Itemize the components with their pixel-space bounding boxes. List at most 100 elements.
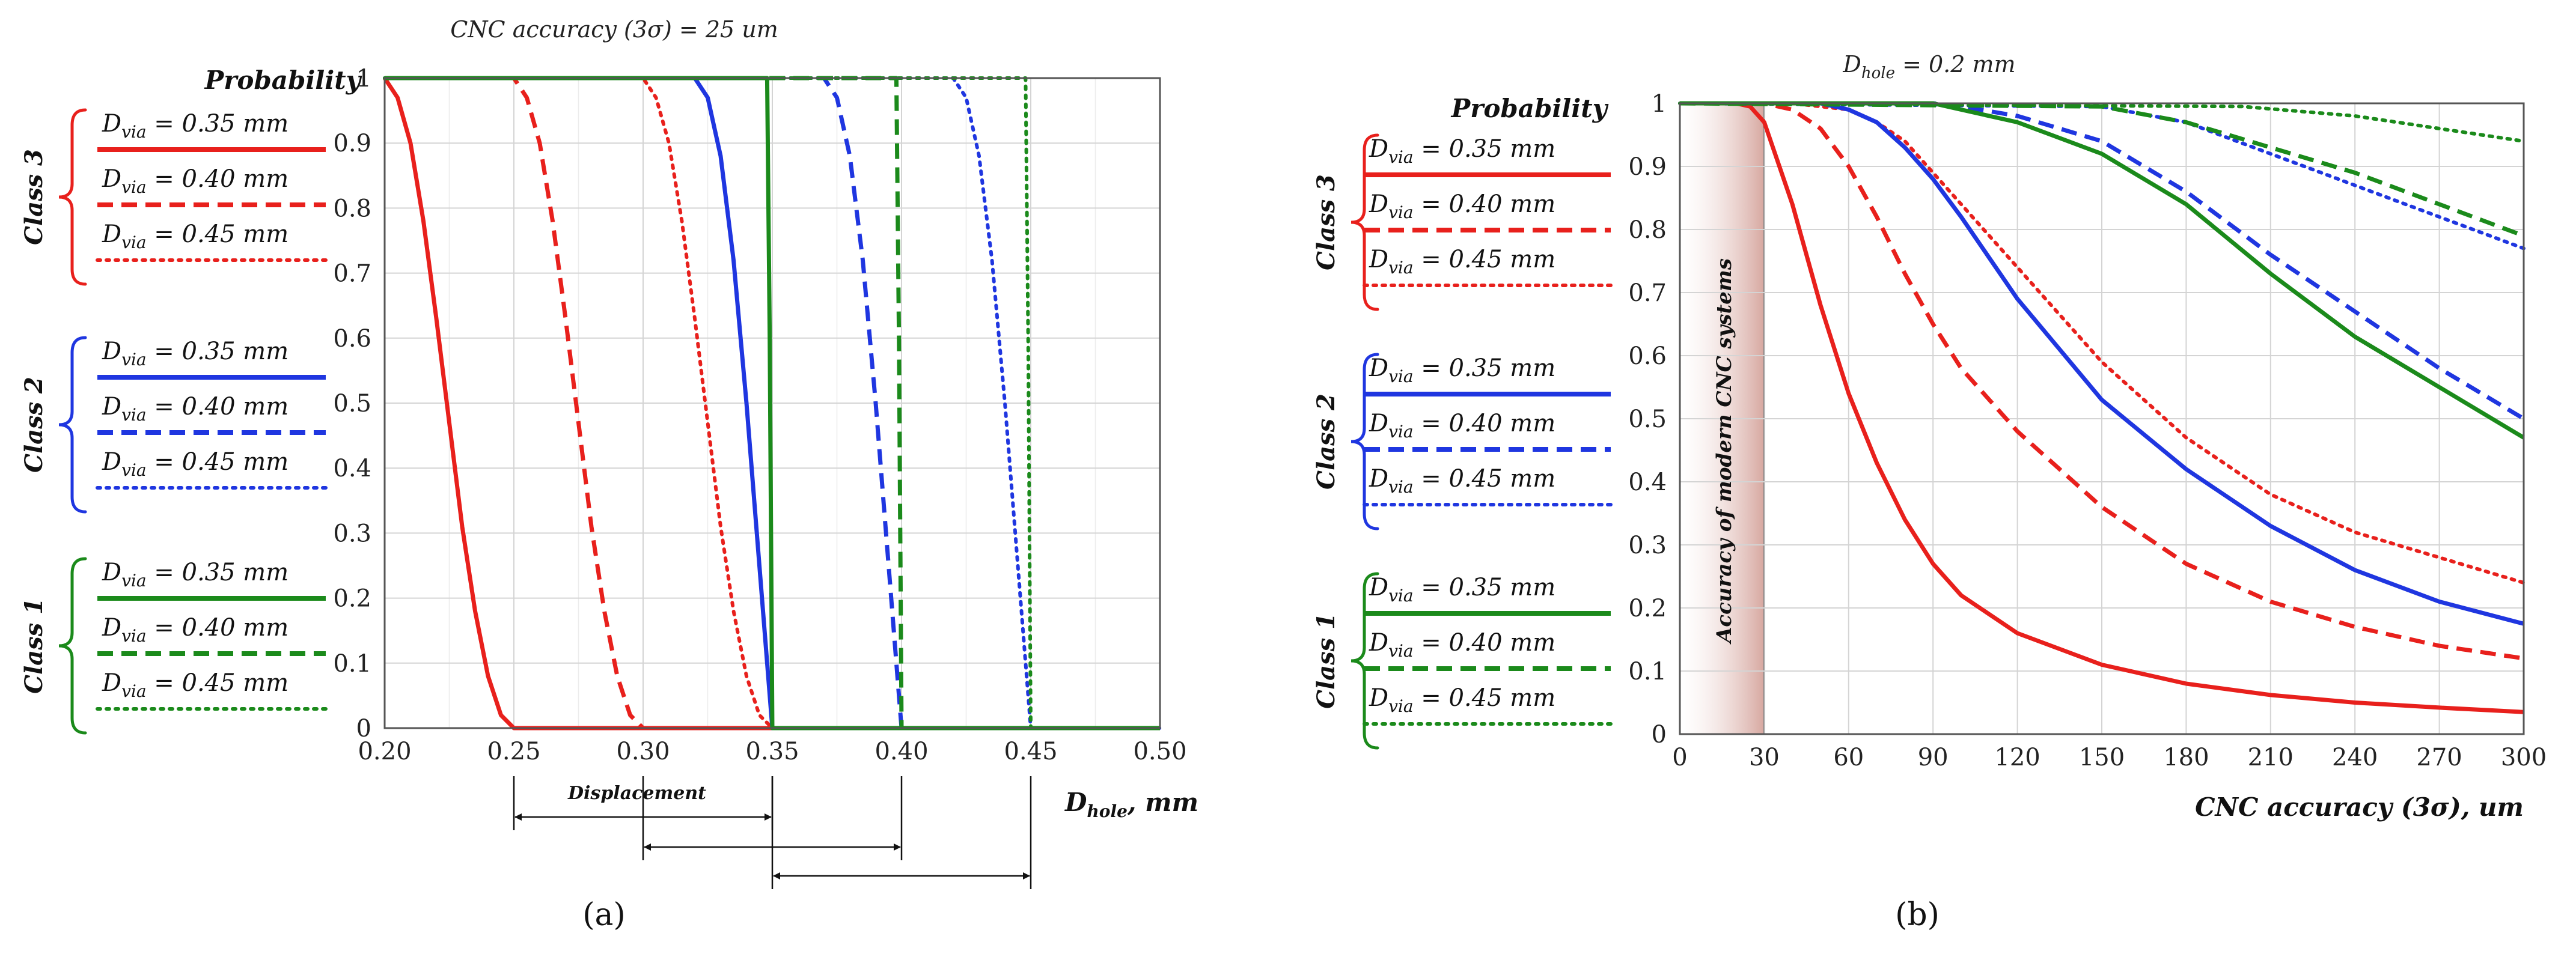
legend-entry-main: D [102, 614, 121, 642]
chart-b-y-tick-label: 0 [1652, 721, 1667, 749]
legend-entry-main: D [102, 448, 121, 476]
legend-entry-sub: via [1388, 202, 1413, 222]
chart-a-legend-class-label: Class 2 [20, 377, 48, 473]
chart-b-legend-class-label: Class 2 [1312, 393, 1340, 490]
chart-b-x-tick-label: 120 [1994, 744, 2040, 771]
legend-entry-value: = 0.45 mm [1414, 246, 1556, 273]
legend-entry-sub: via [1388, 586, 1413, 606]
chart-a-legend-brace [58, 336, 87, 514]
chart-b-legend-brace [1351, 133, 1379, 311]
legend-entry-main: D [1369, 246, 1388, 273]
legend-entry-main: D [1369, 135, 1388, 163]
chart-b-legend-entry-label: Dvia = 0.45 mm [1369, 246, 1555, 278]
chart-a-x-tick-label: 0.20 [358, 738, 411, 765]
chart-b-legend-brace [1351, 572, 1379, 750]
chart-b-legend-entry-label: Dvia = 0.35 mm [1369, 354, 1555, 386]
chart-b-x-tick-label: 150 [2079, 744, 2125, 771]
chart-b-panel-label: (b) [1895, 897, 1940, 933]
chart-b-y-tick-label: 0.5 [1628, 406, 1667, 433]
legend-entry-value: = 0.35 mm [1414, 135, 1556, 163]
legend-entry-sub: via [121, 122, 146, 142]
chart-b-annotation-modern-cnc: Accuracy of modern CNC systems [1712, 258, 1736, 645]
chart-b-legend-entry-label: Dvia = 0.35 mm [1369, 574, 1555, 606]
chart-a-x-tick-label: 0.50 [1133, 738, 1186, 765]
legend-entry-value: = 0.35 mm [1414, 574, 1556, 601]
chart-a-grid [384, 77, 1161, 729]
chart-a-y-tick-label: 0 [356, 715, 371, 743]
chart-a-legend-brace [58, 108, 87, 286]
legend-entry-sub: via [1388, 147, 1413, 167]
chart-b-legend-entry-label: Dvia = 0.40 mm [1369, 410, 1555, 442]
chart-a-y-ticks: 0 0.1 0.2 0.3 0.4 0.5 0.6 0.7 0.8 0.9 1 [333, 65, 371, 743]
chart-a-x-tick-label: 0.40 [874, 738, 928, 765]
chart-b-frame [1679, 102, 2525, 735]
chart-a-frame [383, 77, 1161, 729]
chart-b-legend-entry-label: Dvia = 0.35 mm [1369, 135, 1555, 167]
chart-b-x-tick-label: 300 [2501, 744, 2547, 771]
legend-entry-sub: via [121, 350, 146, 369]
chart-b-legend-entry-label: Dvia = 0.45 mm [1369, 465, 1555, 497]
chart-b-title-tail: = 0.2 mm [1895, 51, 2016, 77]
chart-a-y-tick-label: 0.5 [333, 390, 371, 418]
chart-a-legend-class-label: Class 3 [20, 149, 48, 245]
chart-a-legend-entry-label: Dvia = 0.40 mm [102, 165, 288, 197]
legend-entry-main: D [1369, 465, 1388, 493]
legend-entry-sub: via [1388, 422, 1413, 442]
chart-a-y-tick-label: 0.2 [333, 585, 371, 613]
chart-b-series-line-3 [1680, 101, 2524, 626]
chart-a-y-tick-label: 0.8 [333, 195, 371, 222]
chart-b-x-tick-label: 90 [1918, 744, 1949, 771]
chart-a-y-tick-label: 0.1 [333, 650, 371, 678]
chart-b-legend-brace [1351, 353, 1379, 530]
chart-b-title: Dhole = 0.2 mm [1842, 51, 2015, 82]
chart-b-x-tick-label: 60 [1833, 744, 1864, 771]
legend-entry-value: = 0.40 mm [1414, 629, 1556, 657]
chart-b-y-tick-label: 0.3 [1628, 532, 1667, 559]
legend-entry-main: D [1369, 629, 1388, 657]
chart-a-legend-entry-label: Dvia = 0.45 mm [102, 448, 288, 480]
legend-entry-value: = 0.40 mm [147, 614, 289, 642]
chart-a-x-axis-label: Dhole, mm [1064, 788, 1198, 821]
chart-b-y-tick-label: 1 [1652, 90, 1667, 118]
legend-entry-main: D [102, 338, 121, 365]
chart-b-legend-entry-label: Dvia = 0.40 mm [1369, 629, 1555, 661]
chart-a-series-line-2 [383, 76, 1162, 730]
legend-entry-sub: via [121, 232, 146, 252]
chart-b-legend-class-label: Class 3 [1312, 174, 1340, 270]
chart-b-y-tick-label: 0.6 [1628, 342, 1667, 370]
chart-b-x-ticks: 0 30 60 90 120 150 180 210 240 270 300 [1672, 744, 2547, 771]
chart-b-title-sub: hole [1861, 64, 1895, 82]
legend-entry-main: D [1369, 684, 1388, 712]
chart-b-series-line-0 [1680, 101, 2524, 714]
legend-entry-value: = 0.45 mm [1414, 465, 1556, 493]
legend-entry-value: = 0.40 mm [147, 165, 289, 193]
legend-entry-main: D [102, 669, 121, 697]
chart-b-series-line-1 [1680, 101, 2524, 661]
chart-a-legend-brace [58, 557, 87, 735]
chart-b-series-line-8 [1678, 102, 2526, 143]
legend-entry-value: = 0.35 mm [1414, 354, 1556, 382]
chart-a-legend-entry-label: Dvia = 0.35 mm [102, 110, 288, 142]
chart-b-x-tick-label: 180 [2163, 744, 2209, 771]
legend-entry-sub: via [121, 460, 146, 480]
chart-b-y-tick-label: 0.8 [1628, 216, 1667, 244]
chart-b-x-tick-label: 210 [2248, 744, 2294, 771]
legend-entry-value: = 0.35 mm [147, 338, 289, 365]
chart-a-y-axis-label: Probability [204, 65, 362, 95]
legend-entry-sub: via [1388, 696, 1413, 716]
chart-a-legend-entry-label: Dvia = 0.40 mm [102, 614, 288, 646]
legend-entry-value: = 0.35 mm [147, 559, 289, 586]
chart-b-x-tick-label: 240 [2332, 744, 2378, 771]
legend-entry-value: = 0.40 mm [147, 393, 289, 421]
chart-panel-a: CNC accuracy (3σ) = 25 um Probability 00… [20, 16, 1198, 933]
legend-entry-value: = 0.40 mm [1414, 190, 1556, 218]
legend-entry-sub: via [121, 177, 146, 197]
legend-entry-sub: via [121, 626, 146, 646]
chart-a-legend-entry-label: Dvia = 0.35 mm [102, 338, 288, 369]
chart-a-legend-entry-label: Dvia = 0.40 mm [102, 393, 288, 425]
chart-b-y-ticks: 0 0.1 0.2 0.3 0.4 0.5 0.6 0.7 0.8 0.9 1 [1628, 90, 1667, 749]
chart-a-x-ticks: 0.20 0.25 0.30 0.35 0.40 0.45 0.50 [358, 738, 1186, 765]
chart-a-y-tick-label: 0.4 [333, 455, 371, 482]
